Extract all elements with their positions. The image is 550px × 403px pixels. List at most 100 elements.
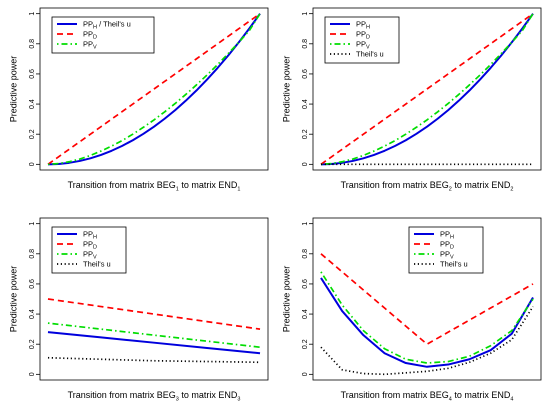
x-axis-label-subscript: 2 <box>449 187 452 193</box>
legend-entry-name: PP <box>83 240 93 249</box>
x-axis-label-text: Transition from matrix BEG <box>341 390 449 400</box>
legend-entry-name: PP <box>356 40 366 49</box>
y-tick-label: 0.4 <box>29 309 36 319</box>
legend-entry-subscript: V <box>93 45 97 51</box>
y-tick-label: 0.8 <box>29 249 36 259</box>
legend-entry-name: PP <box>356 20 366 29</box>
y-tick-label: 0.4 <box>302 99 309 109</box>
legend-entry-subscript: V <box>366 45 370 51</box>
chart-panel-4: 0 0.2 0.4 0.6 0.8 1 Predictive power Transition… <box>281 217 542 403</box>
y-tick-label: 0.2 <box>302 339 309 349</box>
legend-entry-subscript: V <box>93 255 97 261</box>
y-tick-label: 0.8 <box>29 39 36 49</box>
legend-entry-subscript: D <box>366 35 370 41</box>
legend-box <box>51 16 155 54</box>
legend-entry-name: Theil's u <box>356 50 384 59</box>
series-line-theils-u <box>47 356 261 364</box>
legend-entry: PPH <box>440 230 454 241</box>
y-tick-label: 0 <box>29 372 36 376</box>
series-line-pp-v <box>320 271 534 364</box>
y-tick-label: 0.2 <box>29 129 36 139</box>
legend-entry-name: PP <box>83 20 93 29</box>
legend-entry: PPD <box>440 240 454 251</box>
legend-entry-name: PP <box>440 250 450 259</box>
x-axis-label: Transition from matrix BEG2 to matrix EN… <box>341 180 514 193</box>
y-tick-label: 1 <box>302 222 309 226</box>
legend-entry: PPD <box>356 30 370 41</box>
legend-entry-name: Theil's u <box>440 260 468 269</box>
legend-entry-subscript: H <box>366 25 370 31</box>
y-tick-label: 0.6 <box>302 279 309 289</box>
series-line-pp-d <box>320 12 534 166</box>
y-tick-label: 0 <box>302 372 309 376</box>
series-line-pp-d <box>320 253 534 346</box>
legend-entry: PPV <box>440 250 454 261</box>
x-axis-label-subscript: 1 <box>176 187 179 193</box>
x-axis-label-text: to matrix END <box>179 180 238 190</box>
legend-entry: PPV <box>356 40 370 51</box>
x-axis-label-subscript: 4 <box>510 397 513 403</box>
y-tick-label: 0.2 <box>302 129 309 139</box>
legend-entry: PPH <box>356 20 370 31</box>
legend-entry-name: PP <box>356 30 366 39</box>
y-axis-label: Predictive power <box>281 56 291 123</box>
y-tick-label: 0.4 <box>302 309 309 319</box>
legend-entry: Theil's u <box>83 260 111 269</box>
series-line-pp-d <box>47 12 261 166</box>
series-line-pp-d <box>47 298 261 330</box>
legend-entry-name: Theil's u <box>83 260 111 269</box>
x-axis-label-text: to matrix END <box>179 390 238 400</box>
series-line-theils-u <box>320 306 534 376</box>
y-tick-label: 0.6 <box>302 69 309 79</box>
chart-panel-3: 0 0.2 0.4 0.6 0.8 1 Predictive power Transition… <box>8 217 269 403</box>
y-tick-label: 0.6 <box>29 279 36 289</box>
plot-frame <box>39 7 269 171</box>
x-axis-label: Transition from matrix BEG 4 to matrix EN… <box>341 390 514 403</box>
legend-entry: PPD <box>83 30 97 41</box>
series-line-pp-v <box>47 322 261 349</box>
y-tick-label: 0.8 <box>302 39 309 49</box>
y-axis-label: Predictive power <box>8 56 18 123</box>
chart-panel-2: 0 0.2 0.4 0.6 0.8 1 Predictive power Transition… <box>281 7 542 193</box>
x-axis-label-text: to matrix END <box>452 390 511 400</box>
x-axis-label-text: Transition from matrix BEG <box>341 180 449 190</box>
legend-entry: PPD <box>83 240 97 251</box>
chart-panel-1: 0 0.2 0.4 0.6 0.8 1 Predictive power Transition… <box>8 7 269 193</box>
legend-entry-subscript: V <box>450 255 454 261</box>
y-tick-label: 0.2 <box>29 339 36 349</box>
legend-entry-subscript: D <box>93 35 97 41</box>
legend-entry-name: PP <box>83 230 93 239</box>
y-tick-label: 0.6 <box>29 69 36 79</box>
y-tick-label: 0.4 <box>29 99 36 109</box>
x-axis-label-subscript: 3 <box>237 397 240 403</box>
x-axis-label: Transition from matrix BEG3 to matrix EN… <box>68 390 241 403</box>
series-line-pp-v <box>47 13 261 166</box>
legend-entry: Theil's u <box>356 50 384 59</box>
legend-entry-subscript: H <box>93 25 97 31</box>
series-line-pp-v <box>320 13 534 166</box>
x-axis-label-text: Transition from matrix BEG <box>68 390 176 400</box>
legend-entry: PPV <box>83 40 97 51</box>
plot-frame <box>312 217 542 381</box>
x-axis-label: Transition from matrix BEG1 to matrix EN… <box>68 180 241 193</box>
series-line-pp-h <box>47 13 261 166</box>
legend-entry-name: PP <box>440 230 450 239</box>
legend-entry-suffix: / Theil's u <box>97 20 131 29</box>
legend-entry-name: PP <box>440 240 450 249</box>
x-axis-label-subscript: 3 <box>176 397 179 403</box>
y-tick-label: 0.8 <box>302 249 309 259</box>
legend-entry-subscript: D <box>450 245 454 251</box>
y-tick-label: 1 <box>302 12 309 16</box>
y-axis-label: Predictive power <box>8 266 18 333</box>
x-axis-label-text: to matrix END <box>452 180 511 190</box>
legend-entry: Theil's u <box>440 260 468 269</box>
x-axis-label-subscript: 1 <box>237 187 240 193</box>
legend-entry-subscript: H <box>450 235 454 241</box>
y-tick-label: 0 <box>302 162 309 166</box>
series-line-pp-h <box>47 331 261 355</box>
